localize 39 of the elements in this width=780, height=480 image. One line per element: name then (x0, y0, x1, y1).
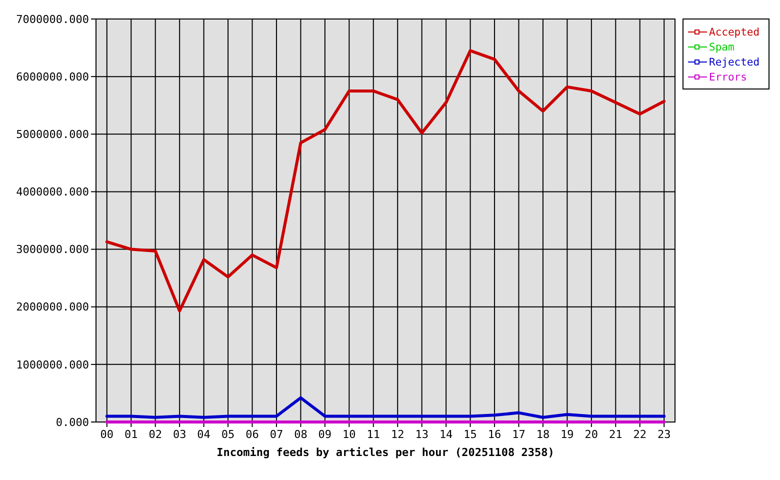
x-tick-label: 13 (415, 428, 428, 441)
x-tick-label: 07 (270, 428, 284, 441)
x-tick-label: 20 (584, 428, 598, 441)
line-series (105, 49, 666, 312)
y-tick-label: 5000000.000 (16, 128, 89, 141)
x-tick-label: 19 (560, 428, 574, 441)
x-tick-label: 22 (633, 428, 646, 441)
y-tick-label: 7000000.000 (16, 12, 89, 26)
legend-label: Accepted (709, 26, 760, 39)
x-tick-label: 10 (342, 428, 356, 441)
legend-label: Rejected (709, 56, 760, 69)
x-tick-label: 08 (294, 428, 308, 441)
x-axis-title: Incoming feeds by articles per hour (20251108 2358) (216, 446, 554, 459)
y-tick-label: 2000000.000 (16, 300, 89, 314)
line-series (105, 396, 666, 419)
y-tick-label: 6000000.000 (16, 70, 89, 84)
x-tick-label: 18 (536, 428, 550, 441)
x-tick-label: 23 (657, 428, 671, 441)
legend-label: Errors (709, 72, 747, 84)
x-tick-label: 12 (390, 428, 404, 441)
y-tick-label: 1000000.000 (16, 358, 89, 372)
x-tick-label: 15 (464, 428, 477, 441)
x-tick-label: 09 (318, 428, 332, 441)
x-tick-label: 03 (172, 428, 186, 441)
x-tick-label: 17 (512, 428, 526, 441)
x-tick-label: 05 (221, 428, 235, 441)
legend-label: Spam (709, 42, 734, 54)
x-tick-label: 14 (439, 428, 454, 441)
x-tick-label: 01 (124, 428, 138, 441)
y-tick-label: 4000000.000 (16, 186, 89, 199)
x-tick-label: 06 (246, 428, 259, 441)
x-tick-label: 02 (148, 428, 162, 441)
y-tick-label: 3000000.000 (16, 243, 89, 256)
x-tick-label: 04 (197, 428, 211, 441)
x-tick-label: 11 (366, 428, 380, 441)
x-tick-label: 16 (488, 428, 502, 441)
y-tick-label: 0.000 (56, 416, 89, 429)
x-tick-label: 00 (100, 428, 114, 441)
x-tick-label: 21 (609, 428, 622, 441)
